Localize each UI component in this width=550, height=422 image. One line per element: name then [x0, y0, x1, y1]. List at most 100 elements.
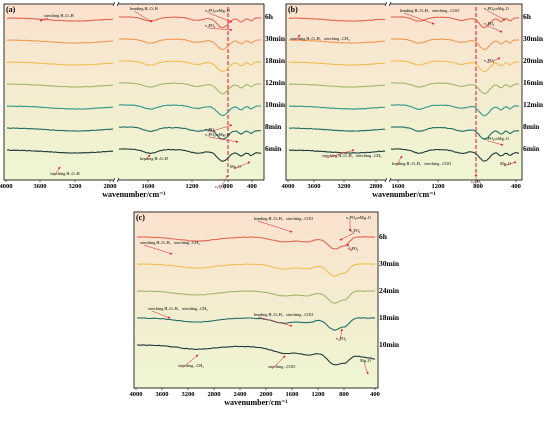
x-tick-label: 400 — [511, 183, 521, 190]
axis-break-mark — [384, 177, 388, 183]
series-line — [118, 126, 262, 140]
annotation-arrow — [208, 27, 233, 32]
annotation-arrow — [487, 140, 504, 146]
series-line — [6, 127, 114, 132]
series-label: 24min — [379, 286, 400, 295]
x-axis-label: wavenumber/cm⁻¹ — [224, 398, 288, 407]
annotation-label: v₄PO₄ — [484, 58, 495, 63]
annotation-label: bending H–O–H、streching –COO — [392, 161, 451, 166]
series-label: 10min — [379, 340, 400, 349]
series-label: 18min — [265, 56, 286, 65]
x-tick-label: 1200 — [312, 391, 325, 398]
annotation-label: streching H–O–H、streching –CH₃ — [290, 36, 350, 41]
series-line — [118, 148, 262, 162]
annotation-label: v₄PO₄ — [350, 228, 361, 233]
series-line — [390, 148, 520, 162]
axis-break-mark — [384, 1, 388, 7]
series-label: 20min — [523, 56, 544, 65]
series-line — [6, 61, 114, 66]
plot-area — [285, 3, 523, 181]
annotation-arrow — [208, 124, 233, 133]
annotation-label: streching H–O–H、streching –CH₃ — [322, 153, 382, 158]
plot-area — [133, 211, 379, 389]
annotation-arrow — [325, 149, 355, 159]
annotation-arrow — [181, 354, 199, 369]
annotation-arrow — [208, 136, 239, 143]
x-tick-label: 4000 — [282, 183, 295, 190]
series-label: 6min — [265, 144, 282, 153]
series-line — [391, 16, 520, 29]
x-tick-label: 3600 — [34, 183, 47, 190]
x-tick-label: 3200 — [182, 391, 195, 398]
annotation-label: v₃PO₄ — [348, 246, 359, 251]
annotation-arrow — [363, 362, 369, 375]
axis-break-mark — [116, 177, 120, 183]
series-label: 6h — [379, 232, 388, 241]
annotation-label: v₄PO₄ — [484, 21, 495, 26]
axis-break-mark — [388, 1, 392, 7]
series-label: 8min — [265, 122, 282, 131]
annotation-arrow — [293, 34, 301, 42]
series-line — [6, 17, 114, 22]
annotation-label: streching H–O–H、streching –CH₃ — [140, 240, 200, 245]
x-tick-label: 1200 — [432, 183, 445, 190]
axis-break-top — [114, 3, 118, 6]
panel-0: (a) 4000 3600 3200 2800 1600 1200 800 400 wavenum… — [0, 1, 286, 199]
series-line — [136, 290, 376, 304]
annotation-arrow — [219, 174, 229, 190]
series-line — [390, 104, 520, 117]
annotation-label: streching H–O–H、streching –CH₃ — [148, 306, 208, 311]
x-tick-label: 400 — [247, 183, 257, 190]
annotation-label: v₃PO₄ — [471, 179, 482, 184]
axis-break-top — [386, 3, 390, 6]
axis-break-bottom — [114, 178, 118, 181]
plot-area — [3, 3, 265, 181]
panel-label: (c) — [136, 213, 145, 222]
annotation-label: bending H–O–H、streching –COO — [254, 216, 313, 221]
annotation-label: v₃PO₄orMg–O — [205, 132, 230, 137]
annotation-label: v₃PO₄orMg–O — [484, 6, 509, 11]
series-line — [390, 60, 520, 73]
annotation-label: streching –COO — [268, 364, 295, 369]
annotation-label: v₃PO₄orMg–O — [484, 136, 509, 141]
annotation-arrow — [208, 12, 233, 23]
x-tick-label: 800 — [223, 183, 233, 190]
x-tick-label: 1200 — [186, 183, 199, 190]
x-tick-label: 800 — [339, 391, 349, 398]
annotation-label: bending H–O–H — [130, 6, 158, 11]
annotation-arrow — [487, 10, 506, 21]
annotation-label: v₃PO₄orMg–O — [346, 215, 371, 220]
annotation-arrow — [133, 10, 153, 23]
annotation-arrow — [257, 220, 293, 233]
series-label: 30min — [379, 259, 400, 268]
series-label: 10min — [265, 100, 286, 109]
annotation-arrow — [53, 166, 61, 177]
x-tick-label: 4000 — [0, 183, 13, 190]
x-tick-label: 2800 — [208, 391, 221, 398]
series-label: 18min — [379, 313, 400, 322]
annotation-arrow — [346, 243, 353, 252]
annotation-arrow — [143, 154, 151, 162]
series-line — [6, 39, 114, 44]
x-tick-label: 3600 — [308, 183, 321, 190]
annotation-label: Mg–O — [500, 161, 511, 166]
series-line — [118, 104, 262, 117]
x-tick-label: 3200 — [338, 183, 351, 190]
annotation-arrow — [143, 244, 173, 255]
annotation-arrow — [257, 316, 293, 327]
annotation-arrow — [339, 328, 343, 342]
series-label: 16min — [523, 78, 544, 87]
series-line — [6, 105, 114, 110]
series-label: 12min — [523, 100, 544, 109]
annotation-arrow — [503, 161, 517, 167]
x-tick-label: 1600 — [286, 391, 299, 398]
annotation-label: streching H–O–H — [44, 13, 74, 18]
annotation-label: v₃PO₄orMg–O — [205, 8, 230, 13]
panel-2: (c) 4000 3600 3200 2800 2400 2000 1600 1200 800 40… — [130, 211, 400, 407]
series-line — [288, 17, 386, 22]
panel-label: (b) — [288, 5, 298, 14]
axis-break-mark — [388, 177, 392, 183]
series-line — [289, 127, 385, 132]
series-line — [136, 317, 376, 331]
